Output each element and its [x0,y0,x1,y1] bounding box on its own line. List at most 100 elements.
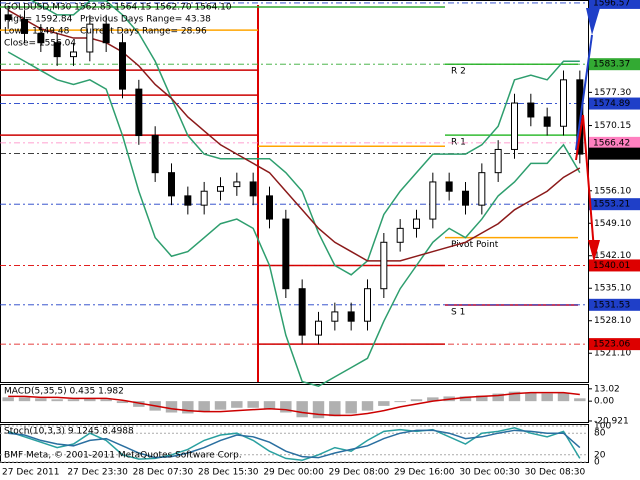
candle-body [37,32,45,44]
macd-bar [51,399,63,402]
macd-bar [116,401,129,404]
candle-body [151,135,159,174]
candle-body [119,42,126,90]
price-tag-label: 1553.21 [593,200,630,210]
macd-signal [8,391,580,417]
macd-bar [378,401,390,406]
macd-bar [263,401,276,409]
candle-body [4,14,12,20]
price-tag-label: 1531.53 [593,300,630,310]
macd-bar [231,401,243,408]
macd-bar [492,393,504,402]
macd-bar [214,401,227,410]
candle-body [135,88,143,137]
candle-body [217,186,224,192]
macd-bar [280,401,292,413]
y-tick-label: 1542.10 [594,251,631,261]
y-tick-label: 0 [594,458,600,468]
candle-body [315,320,322,336]
candle-body [429,181,437,220]
price-tag-label: 1583.37 [593,60,630,70]
info: Previous Days Range= 43.38 [80,15,211,25]
price-tag-label: 1566.42 [593,138,630,148]
x-tick-label: 30 Dec 08:30 [525,468,586,478]
candle-body [70,51,77,58]
price-tag-label: 1596.57 [593,0,630,8]
macd-bar [345,401,357,414]
price-tag [589,259,640,272]
info: Current Days Range= 28.96 [80,27,207,37]
candle-body [200,190,208,206]
price-tag-label: 1564.10 [593,149,630,159]
x-tick-label: 28 Dec 15:30 [198,468,259,478]
arrow-shaft [575,34,593,151]
candle-body [462,190,469,206]
y-tick-label: 1521.10 [594,349,631,359]
level-label: S 1 [451,307,465,317]
price-tag [589,147,640,160]
macd-bar [525,392,537,402]
price-tag-label: 1523.06 [593,340,630,350]
y-tick-label: 1549.10 [594,219,631,229]
candle-body [396,227,404,243]
price-tag-label: 1540.01 [593,261,630,271]
candle-body [527,102,535,118]
macd-bar [100,399,112,402]
x-tick-label: 27 Dec 2011 [2,468,60,478]
price-tag [589,0,640,9]
macd-bar [541,393,553,402]
y-tick-label: 20 [594,450,606,460]
macd-bar [459,396,472,402]
macd-bar [182,401,194,414]
price-tag [589,97,640,110]
macd-bar [427,397,439,402]
y-tick-label: 1577.30 [594,88,631,98]
macd-bar [476,395,488,402]
candle-body [543,116,551,127]
candle-body [53,42,61,58]
x-tick-label: 30 Dec 00:30 [459,468,520,478]
candle-body [102,23,110,44]
macd-bar [410,399,423,402]
y-tick-label: 80 [594,429,606,439]
level-label: R 2 [451,67,466,77]
copyright: BMF Meta, © 2001-2011 MetaQuotes Softwar… [4,451,242,461]
upper-band [29,0,580,276]
price-tag [589,58,640,71]
candle-body [413,218,420,229]
arrow-down [588,240,600,262]
stoch-signal [8,429,581,459]
macd-bar [84,398,96,402]
candle-body [511,102,518,150]
candle-body [380,241,388,290]
candle-body [249,181,257,197]
info: Close= 1556.04 [4,39,76,49]
candle-body [233,181,241,188]
candle-body [298,288,306,336]
x-tick-label: 29 Dec 08:00 [329,468,390,478]
stoch-panel-frame [0,424,589,463]
price-tag-label: 1574.89 [593,99,630,109]
macd-bar [312,401,325,419]
candle-body [478,172,486,206]
macd-bar [574,398,586,402]
macd-title: MACD(5,35,5) 0.435 1.982 [4,387,124,397]
price-tag [589,298,640,311]
macd-bar [394,401,406,403]
macd-bar [296,401,308,418]
y-tick-label: 100 [594,422,611,432]
x-tick-label: 29 Dec 00:00 [263,468,324,478]
arrow-shaft [575,114,584,161]
y-tick-label: -20.921 [594,416,629,426]
x-tick-label: 28 Dec 07:30 [133,468,194,478]
macd-bar [361,401,374,411]
candle-body [445,181,453,192]
candle-body [86,23,94,53]
candle-body [184,195,192,206]
candle-body [282,218,290,290]
y-tick-label: 1570.15 [594,121,631,131]
candle-body [494,148,502,174]
macd-bar [247,401,259,408]
y-tick-label: 1556.10 [594,186,631,196]
macd-bar [165,401,178,413]
